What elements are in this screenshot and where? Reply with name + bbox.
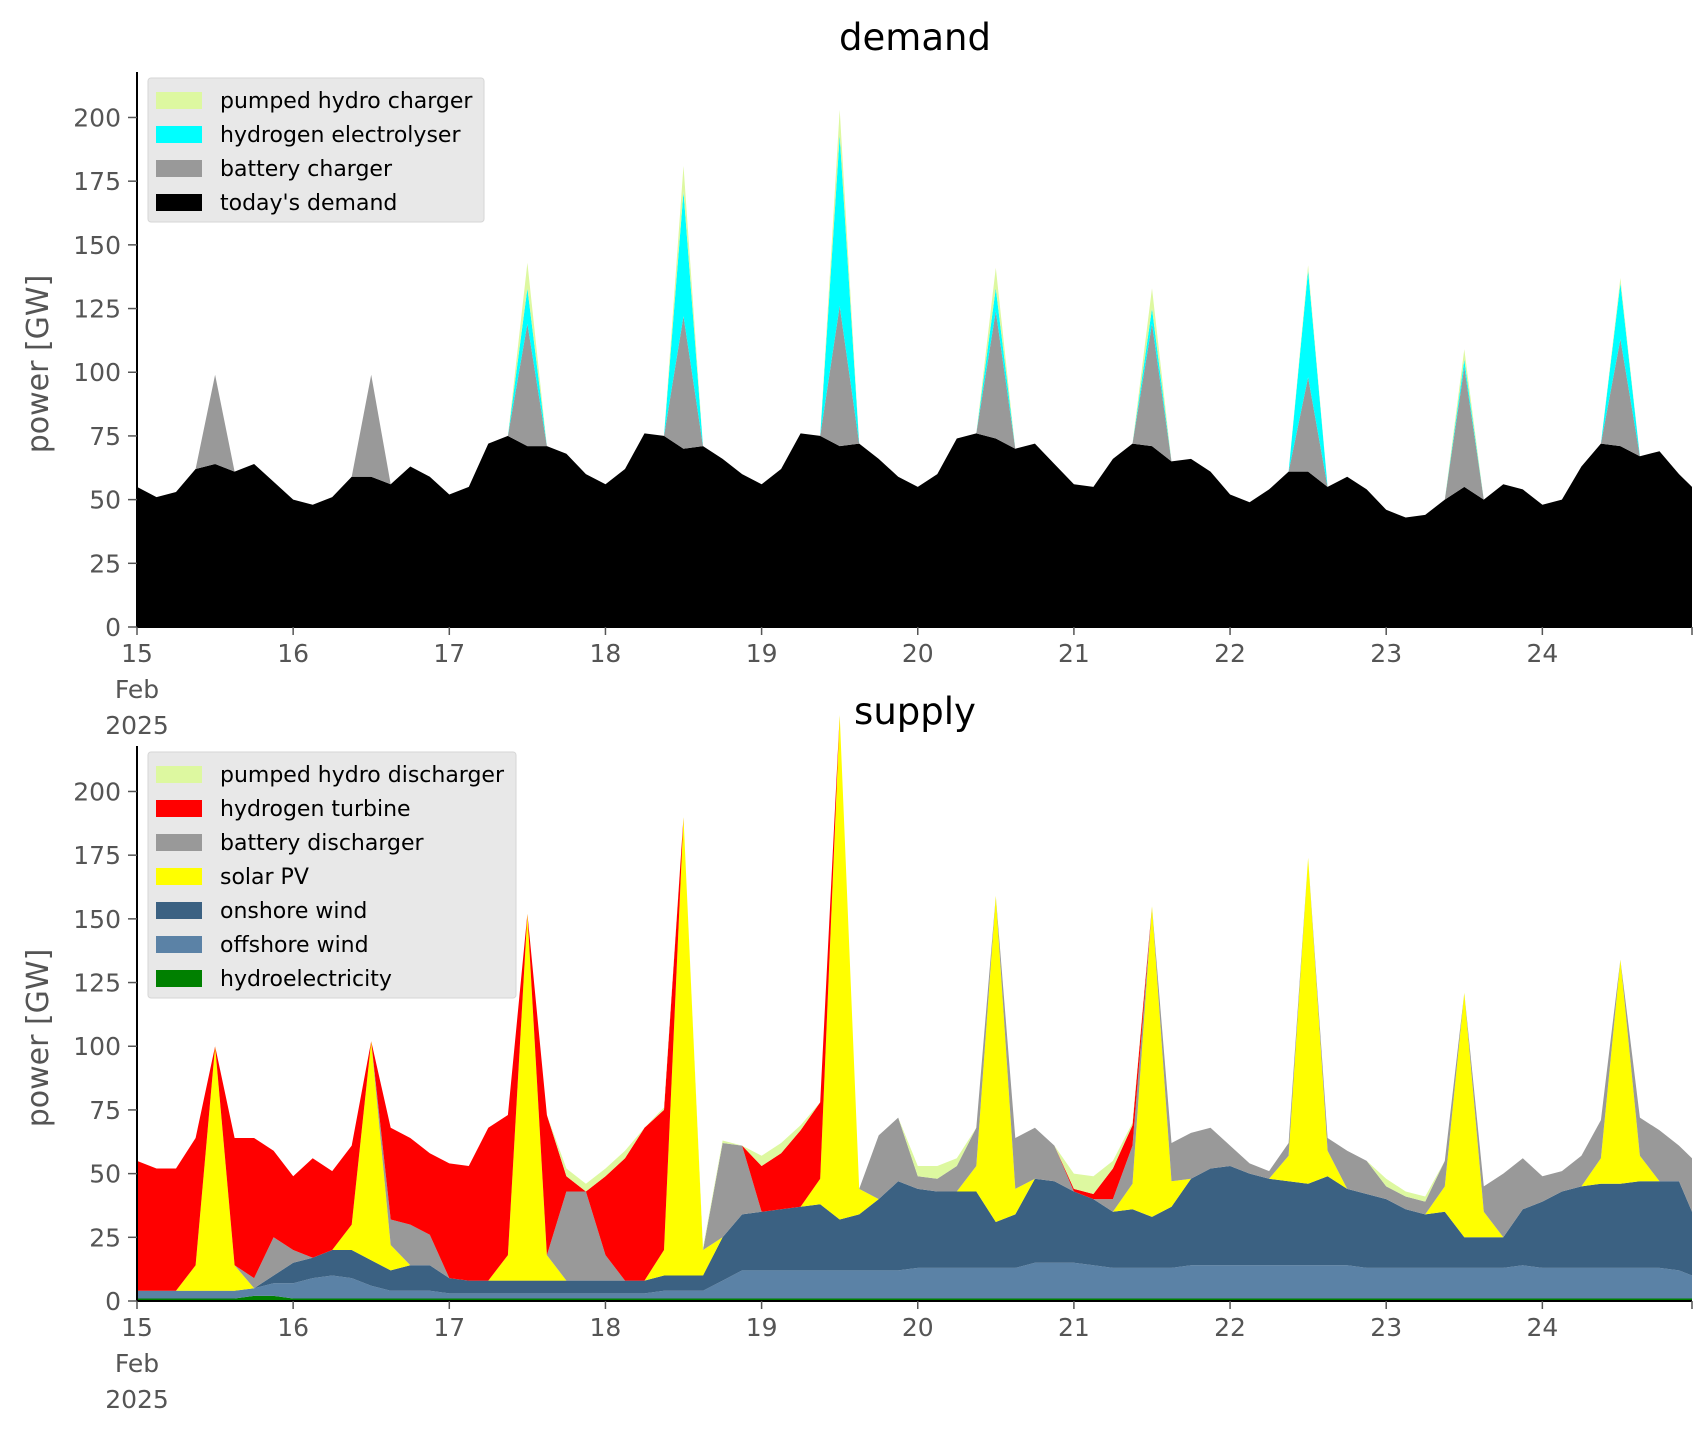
supply-y-tick-label: 50 xyxy=(89,1160,121,1189)
supply-x-tick-label: 17 xyxy=(433,1313,465,1342)
supply-x-tick-label: 22 xyxy=(1214,1313,1246,1342)
supply-x-tick-label: 21 xyxy=(1058,1313,1090,1342)
demand-area-today-s-demand xyxy=(137,433,1692,627)
supply-legend-label-onshore-wind: onshore wind xyxy=(220,899,367,924)
demand-area-layers xyxy=(137,109,1692,627)
demand-legend-label-pumped-hydro-charger: pumped hydro charger xyxy=(220,89,473,114)
supply-x-tick-label: 15 xyxy=(121,1313,153,1342)
supply-axes: 0 25 50 75 100 125 150 175 200 15 Feb 2025 16 17 18 19 2… xyxy=(73,746,1693,1414)
demand-x-tick-label: 18 xyxy=(590,639,622,668)
supply-chart-title: supply xyxy=(854,690,976,733)
supply-legend-label-solar-pv: solar PV xyxy=(220,865,309,890)
supply-area-battery-discharger xyxy=(137,715,1692,1291)
demand-legend-swatch-hydrogen-electrolyser xyxy=(156,126,202,143)
supply-panel: 0 25 50 75 100 125 150 175 200 15 Feb 2025 16 17 18 19 2… xyxy=(21,690,1693,1414)
supply-legend-label-pumped-hydro-discharger: pumped hydro discharger xyxy=(220,763,505,788)
demand-x-tick-label: 19 xyxy=(746,639,778,668)
supply-area-layers xyxy=(137,715,1692,1301)
supply-y-tick-label: 200 xyxy=(73,777,121,806)
demand-chart-title: demand xyxy=(839,16,991,59)
supply-x-tick-label: 2025 xyxy=(105,1385,169,1414)
supply-legend-swatch-battery-discharger xyxy=(156,834,202,851)
demand-y-tick-label: 200 xyxy=(73,103,121,132)
supply-x-tick-label: 18 xyxy=(590,1313,622,1342)
demand-legend-swatch-today-s-demand xyxy=(156,194,202,211)
supply-legend-label-offshore-wind: offshore wind xyxy=(220,933,369,958)
demand-x-tick-label: 20 xyxy=(902,639,934,668)
demand-legend-label-today-s-demand: today's demand xyxy=(220,191,397,216)
supply-legend-swatch-offshore-wind xyxy=(156,936,202,953)
demand-legend-label-battery-charger: battery charger xyxy=(220,157,393,182)
supply-x-tick-label: 20 xyxy=(902,1313,934,1342)
supply-y-tick-label: 150 xyxy=(73,905,121,934)
supply-y-tick-label: 25 xyxy=(89,1223,121,1252)
supply-legend: pumped hydro discharger hydrogen turbine b… xyxy=(147,751,517,999)
demand-y-tick-label: 50 xyxy=(89,486,121,515)
demand-axes: 0 25 50 75 100 125 150 175 200 15 Feb 2025 16 17 18 19 2… xyxy=(73,72,1693,740)
demand-x-tick-label: 23 xyxy=(1370,639,1402,668)
demand-y-tick-label: 175 xyxy=(73,167,121,196)
supply-x-tick-label: Feb xyxy=(115,1349,159,1378)
demand-x-tick-label: 2025 xyxy=(105,711,169,740)
demand-x-tick-label: 24 xyxy=(1526,639,1558,668)
supply-legend-label-battery-discharger: battery discharger xyxy=(220,831,425,856)
demand-legend: pumped hydro charger hydrogen electrolyse… xyxy=(147,77,485,223)
demand-y-tick-label: 125 xyxy=(73,295,121,324)
demand-x-tick-label: 22 xyxy=(1214,639,1246,668)
demand-legend-box xyxy=(147,77,485,223)
demand-area-battery-charger xyxy=(137,306,1692,518)
demand-y-tick-label: 100 xyxy=(73,358,121,387)
supply-y-tick-label: 0 xyxy=(105,1287,121,1316)
supply-area-offshore-wind xyxy=(137,1262,1692,1299)
demand-x-tick-label: 16 xyxy=(277,639,309,668)
supply-area-hydrogen-turbine xyxy=(137,715,1692,1291)
supply-area-solar-pv xyxy=(137,715,1692,1291)
demand-legend-label-hydrogen-electrolyser: hydrogen electrolyser xyxy=(220,123,461,148)
supply-legend-label-hydrogen-turbine: hydrogen turbine xyxy=(220,797,411,822)
supply-y-tick-label: 100 xyxy=(73,1032,121,1061)
supply-x-tick-label: 16 xyxy=(277,1313,309,1342)
supply-area-onshore-wind xyxy=(137,1166,1692,1294)
supply-legend-swatch-hydrogen-turbine xyxy=(156,800,202,817)
demand-y-tick-label: 75 xyxy=(89,422,121,451)
demand-x-tick-label: 21 xyxy=(1058,639,1090,668)
demand-legend-swatch-battery-charger xyxy=(156,160,202,177)
supply-y-axis-label: power [GW] xyxy=(21,949,56,1128)
supply-area-hydroelectricity xyxy=(137,1295,1692,1301)
demand-y-tick-label: 150 xyxy=(73,231,121,260)
demand-y-axis-label: power [GW] xyxy=(21,275,56,454)
demand-x-tick-label: 15 xyxy=(121,639,153,668)
supply-legend-swatch-solar-pv xyxy=(156,868,202,885)
demand-panel: 0 25 50 75 100 125 150 175 200 15 Feb 2025 16 17 18 19 2… xyxy=(21,16,1693,740)
supply-legend-box xyxy=(147,751,517,999)
supply-y-tick-label: 175 xyxy=(73,841,121,870)
supply-legend-swatch-hydroelectricity xyxy=(156,970,202,987)
supply-legend-swatch-onshore-wind xyxy=(156,902,202,919)
supply-x-tick-label: 23 xyxy=(1370,1313,1402,1342)
demand-y-tick-label: 0 xyxy=(105,613,121,642)
demand-legend-swatch-pumped-hydro-charger xyxy=(156,92,202,109)
supply-x-tick-label: 19 xyxy=(746,1313,778,1342)
supply-x-tick-label: 24 xyxy=(1526,1313,1558,1342)
supply-y-tick-label: 75 xyxy=(89,1096,121,1125)
supply-legend-label-hydroelectricity: hydroelectricity xyxy=(220,967,392,992)
demand-x-tick-label: 17 xyxy=(433,639,465,668)
supply-legend-swatch-pumped-hydro-discharger xyxy=(156,766,202,783)
demand-y-tick-label: 25 xyxy=(89,549,121,578)
supply-y-tick-label: 125 xyxy=(73,969,121,998)
demand-x-tick-label: Feb xyxy=(115,675,159,704)
